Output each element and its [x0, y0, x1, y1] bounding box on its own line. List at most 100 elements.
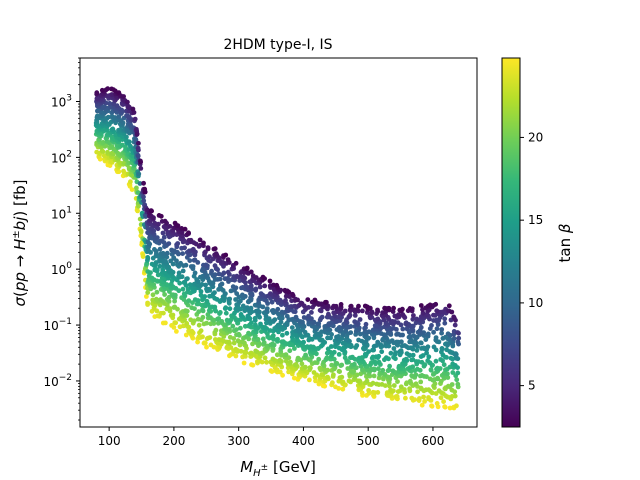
x-axis-label: MH± [GeV]	[240, 458, 316, 479]
scatter-point	[295, 297, 300, 303]
scatter-point	[181, 323, 186, 329]
scatter-point	[300, 319, 305, 325]
scatter-point	[283, 352, 289, 357]
scatter-point	[260, 274, 266, 280]
colorbar-ticks: 5 10 15 20	[520, 130, 543, 393]
scatter-point	[420, 353, 426, 358]
scatter-point	[324, 355, 330, 361]
scatter-point	[160, 250, 166, 256]
scatter-point	[250, 341, 255, 347]
scatter-point	[336, 352, 342, 357]
scatter-point	[342, 308, 348, 314]
scatter-point	[176, 270, 182, 276]
y-tick-label: 103	[51, 93, 72, 109]
scatter-point	[135, 153, 141, 159]
scatter-point	[286, 355, 292, 361]
scatter-point	[212, 272, 218, 278]
scatter-point	[293, 362, 299, 367]
scatter-point	[180, 251, 186, 256]
scatter-point	[421, 345, 427, 351]
scatter-point	[310, 344, 316, 350]
scatter-point	[306, 305, 311, 310]
scatter-point	[360, 308, 365, 314]
scatter-point	[248, 283, 254, 289]
scatter-point	[454, 403, 459, 409]
scatter-point	[403, 320, 409, 326]
scatter-point	[183, 262, 189, 268]
scatter-point	[219, 281, 225, 287]
scatter-point	[302, 364, 308, 370]
scatter-point	[136, 147, 141, 153]
scatter-point	[227, 327, 232, 332]
scatter-point	[129, 187, 135, 193]
scatter-point	[418, 303, 424, 308]
scatter-point	[352, 361, 357, 367]
scatter-point	[203, 262, 209, 268]
scatter-point	[154, 289, 160, 295]
scatter-point	[154, 235, 160, 241]
scatter-point	[248, 305, 254, 311]
scatter-point	[411, 333, 417, 339]
scatter-point	[250, 273, 256, 279]
y-tick-label: 101	[51, 205, 72, 221]
scatter-point	[299, 361, 305, 367]
scatter-point	[312, 297, 318, 303]
scatter-point	[410, 357, 416, 362]
scatter-point	[248, 269, 254, 275]
scatter-point	[439, 346, 445, 351]
scatter-point	[277, 357, 283, 363]
scatter-point	[396, 363, 402, 369]
scatter-point	[240, 303, 246, 309]
scatter-point	[233, 285, 239, 291]
scatter-point	[152, 247, 157, 252]
scatter-point	[192, 257, 198, 263]
scatter-point	[431, 344, 437, 350]
scatter-point	[292, 303, 298, 309]
colorbar-tick-label: 15	[528, 213, 543, 227]
scatter-point	[414, 348, 420, 353]
scatter-point	[248, 350, 254, 356]
scatter-point	[395, 379, 400, 384]
scatter-point	[255, 308, 261, 314]
scatter-point	[398, 384, 404, 390]
scatter-point	[374, 381, 380, 387]
scatter-point	[391, 383, 397, 388]
scatter-point	[110, 126, 116, 132]
scatter-point	[403, 356, 409, 362]
scatter-point	[423, 337, 429, 342]
scatter-point	[157, 246, 163, 252]
scatter-point	[413, 381, 419, 387]
scatter-point	[444, 355, 449, 360]
scatter-point	[212, 246, 218, 252]
scatter-point	[375, 339, 381, 345]
scatter-point	[196, 334, 202, 340]
scatter-point	[134, 185, 139, 191]
scatter-point	[451, 336, 457, 341]
scatter-point	[429, 403, 434, 409]
scatter-point	[186, 298, 192, 304]
scatter-point	[279, 315, 285, 321]
scatter-point	[328, 350, 334, 355]
scatter-point	[121, 168, 126, 174]
scatter-point	[287, 348, 293, 354]
scatter-point	[380, 367, 386, 373]
scatter-point	[166, 241, 172, 247]
scatter-point	[135, 190, 141, 196]
scatter-point	[275, 322, 281, 328]
scatter-point	[210, 280, 215, 286]
x-tick-label: 600	[422, 434, 445, 448]
scatter-point	[275, 336, 280, 342]
scatter-point	[371, 366, 377, 372]
scatter-point	[130, 106, 136, 112]
scatter-point	[231, 340, 237, 346]
scatter-point	[342, 355, 348, 361]
scatter-point	[257, 284, 263, 290]
scatter-point	[124, 134, 129, 140]
scatter-point	[350, 354, 355, 360]
scatter-point	[201, 240, 206, 246]
scatter-point	[225, 269, 231, 275]
scatter-point	[156, 221, 161, 227]
scatter-point	[351, 307, 357, 313]
scatter-point	[348, 303, 354, 309]
scatter-point	[436, 388, 442, 394]
